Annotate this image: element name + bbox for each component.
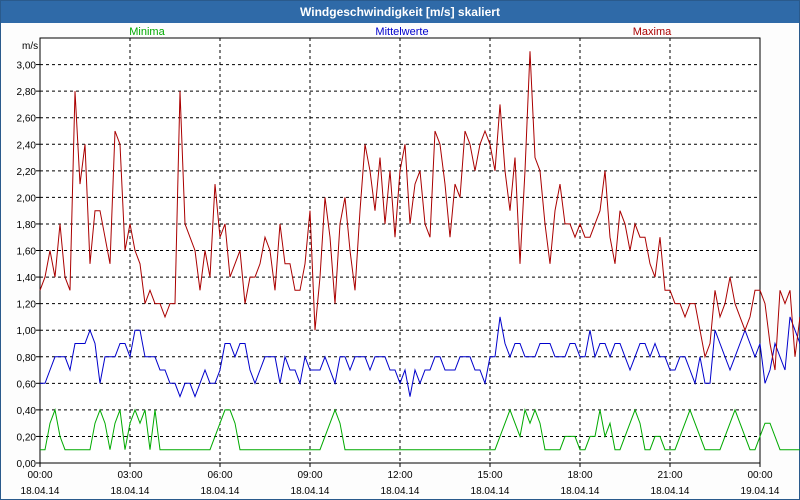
x-tick-date: 18.04.14: [21, 486, 60, 497]
x-tick-time: 09:00: [297, 470, 322, 481]
series-line-minima: [40, 408, 800, 451]
y-tick-label: 1,20: [17, 300, 37, 311]
y-tick-label: 0,00: [17, 459, 37, 470]
y-tick-label: 1,40: [17, 273, 37, 284]
window-title: Windgeschwindigkeit [m/s] skaliert: [1, 1, 799, 23]
x-tick-time: 15:00: [477, 470, 502, 481]
x-tick-date: 18.04.14: [471, 486, 510, 497]
x-tick-time: 21:00: [657, 470, 682, 481]
x-tick-time: 03:00: [117, 470, 142, 481]
legend-mittelwerte: Mittelwerte: [375, 26, 428, 38]
series-line-maxima: [39, 51, 800, 371]
x-tick-date: 18.04.14: [381, 486, 420, 497]
y-tick-label: 3,00: [17, 61, 37, 72]
x-tick-date: 18.04.14: [111, 486, 150, 497]
y-tick-label: 1,60: [17, 247, 37, 258]
x-tick-time: 00:00: [27, 470, 52, 481]
x-tick-date: 18.04.14: [291, 486, 330, 497]
x-axis: 00:00 18.04.14 03:00 18.04.14 06:00 18.04.14 0…: [21, 470, 780, 497]
y-tick-label: 0,40: [17, 406, 37, 417]
y-tick-label: 0,20: [17, 432, 37, 443]
y-tick-label: 0,80: [17, 353, 37, 364]
y-axis-unit: m/s: [22, 41, 38, 52]
y-tick-label: 0,60: [17, 379, 37, 390]
legend-minima: Minima: [129, 26, 165, 38]
y-tick-label: 2,60: [17, 114, 37, 125]
x-tick-time: 06:00: [207, 470, 232, 481]
grid: [36, 37, 761, 467]
x-tick-time: 18:00: [567, 470, 592, 481]
y-tick-label: 2,80: [17, 87, 37, 98]
x-tick-time: 12:00: [387, 470, 412, 481]
series-lines: [39, 51, 800, 451]
x-tick-date: 18.04.14: [201, 486, 240, 497]
y-tick-label: 2,40: [17, 140, 37, 151]
x-tick-date: 19.04.14: [741, 486, 780, 497]
legend-maxima: Maxima: [633, 26, 672, 38]
y-axis: 0,00 0,20 0,40 0,60 0,80 1,00 1,20 1,40 1,60 1,80…: [17, 61, 37, 470]
series-line-mittelwerte: [40, 316, 800, 399]
x-tick-time: 00:00: [747, 470, 772, 481]
y-tick-label: 2,00: [17, 193, 37, 204]
y-tick-label: 2,20: [17, 167, 37, 178]
x-tick-date: 18.04.14: [561, 486, 600, 497]
legend: Minima Mittelwerte Maxima: [129, 26, 672, 38]
x-tick-date: 18.04.14: [651, 486, 690, 497]
y-tick-label: 1,00: [17, 326, 37, 337]
y-tick-label: 1,80: [17, 220, 37, 231]
